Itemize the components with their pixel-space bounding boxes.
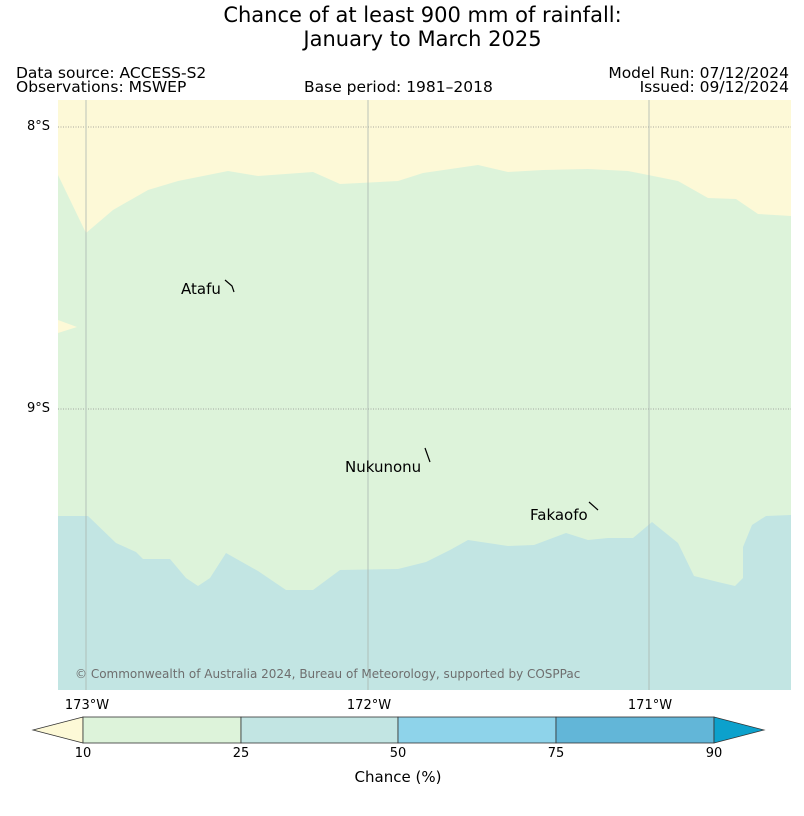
colorbar-bin-75-90 xyxy=(555,716,715,744)
header-left: Data source: ACCESS-S2 Observations: MSW… xyxy=(16,64,207,96)
copyright-credit: © Commonwealth of Australia 2024, Bureau… xyxy=(75,667,581,681)
issued-text: Issued: 09/12/2024 xyxy=(639,78,789,96)
lon-label-171W: 171°W xyxy=(627,698,673,713)
header-right: Model Run: 07/12/2024 Issued: 09/12/2024 xyxy=(608,64,789,96)
observations-text: Observations: MSWEP xyxy=(16,78,187,96)
lon-label-173W: 173°W xyxy=(64,698,110,713)
data-source-text: Data source: ACCESS-S2 xyxy=(16,64,207,82)
colorbar-bin-50-75 xyxy=(397,716,557,744)
colorbar-tick: 10 xyxy=(74,746,92,761)
colorbar-bin-25-50 xyxy=(240,716,399,744)
title-line-2: January to March 2025 xyxy=(303,27,542,51)
place-label-nukunonu: Nukunonu xyxy=(345,458,422,476)
colorbar-tick: 75 xyxy=(547,746,565,761)
colorbar-tick: 50 xyxy=(389,746,407,761)
place-label-fakaofo: Fakaofo xyxy=(530,506,588,524)
lat-label-8S: 8°S xyxy=(27,119,51,134)
colorbar-label: Chance (%) xyxy=(354,768,442,786)
colorbar xyxy=(31,716,766,744)
fakaofo-island-outline xyxy=(588,501,599,511)
nukunonu-island-outline xyxy=(424,447,431,463)
lon-label-172W: 172°W xyxy=(346,698,392,713)
base-period-text: Base period: 1981–2018 xyxy=(304,78,493,96)
colorbar-tick: 90 xyxy=(705,746,723,761)
atafu-island-outline xyxy=(224,279,235,293)
rainfall-map[interactable] xyxy=(58,100,791,690)
map-title: Chance of at least 900 mm of rainfall: J… xyxy=(0,3,804,51)
place-label-atafu: Atafu xyxy=(181,280,221,298)
zone-below-10-islet xyxy=(58,320,77,333)
colorbar-bin-below-10 xyxy=(31,716,84,744)
colorbar-bin-above-90 xyxy=(713,716,766,744)
model-run-text: Model Run: 07/12/2024 xyxy=(608,64,789,82)
zone-25-50 xyxy=(58,515,791,690)
colorbar-tick: 25 xyxy=(232,746,250,761)
map-canvas xyxy=(58,100,791,690)
lat-label-9S: 9°S xyxy=(27,401,51,416)
title-line-1: Chance of at least 900 mm of rainfall: xyxy=(223,3,622,27)
colorbar-bin-10-25 xyxy=(82,716,242,744)
